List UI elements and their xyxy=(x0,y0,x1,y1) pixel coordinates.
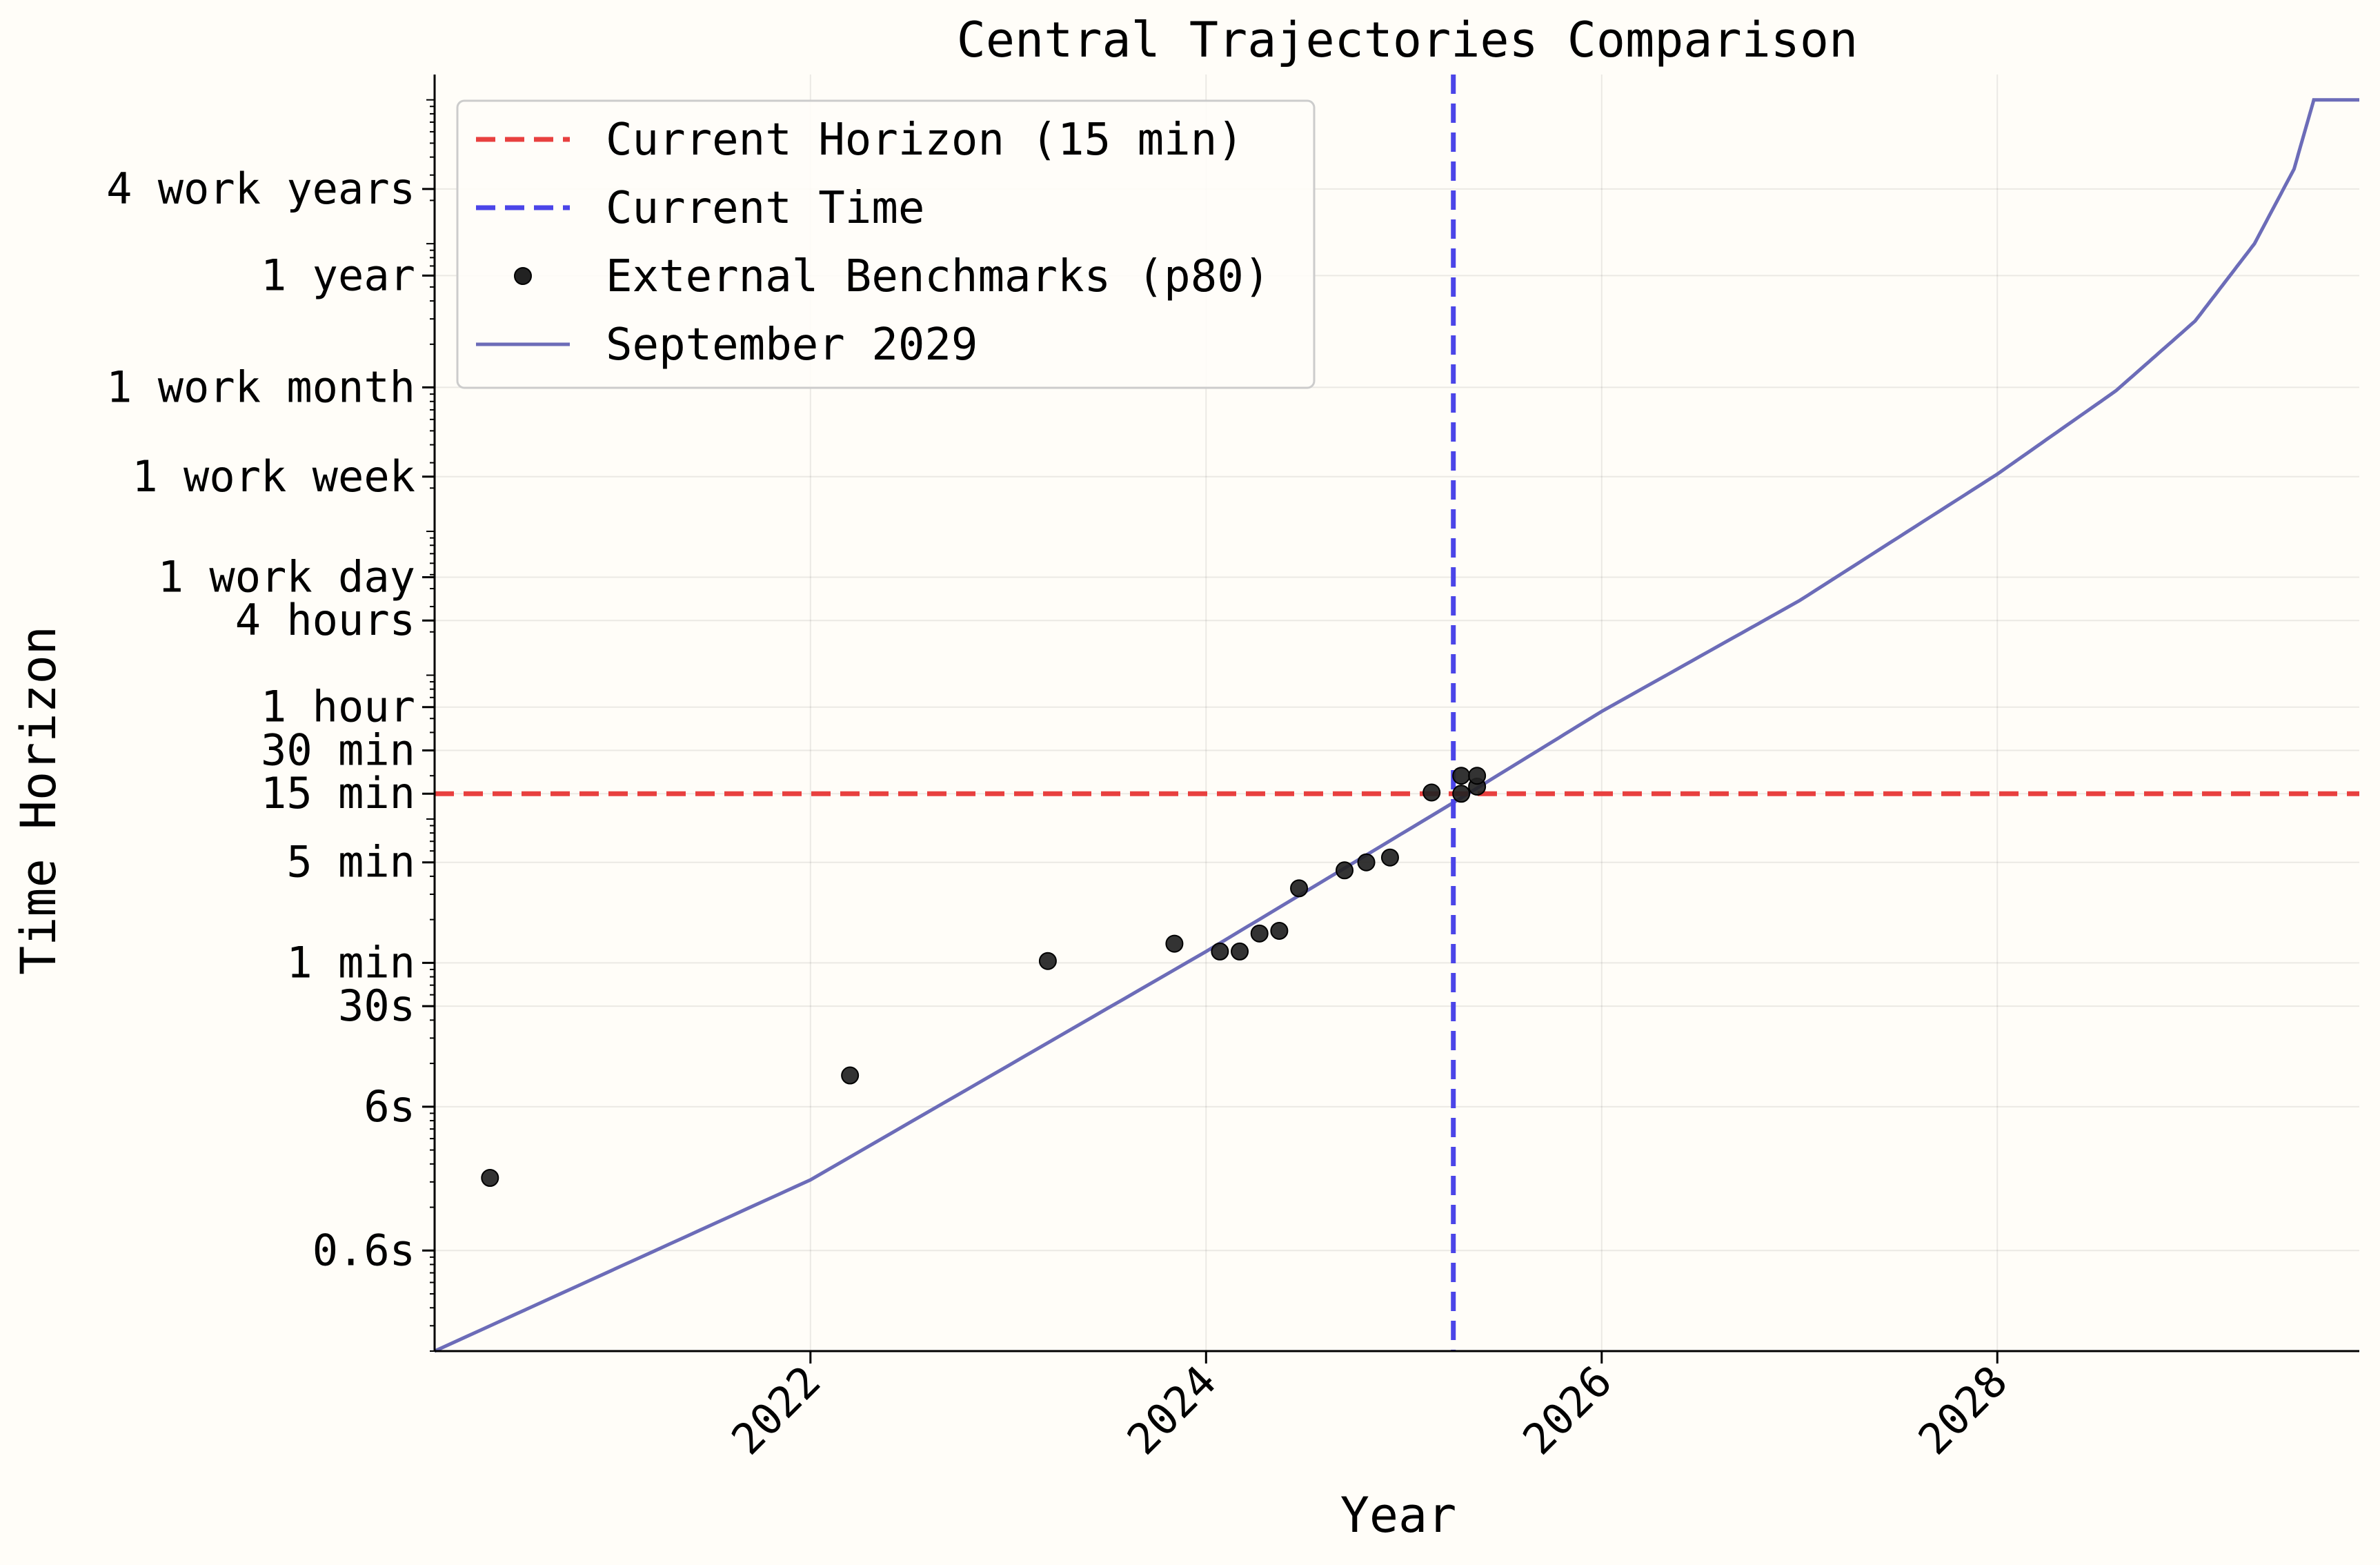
legend-box xyxy=(456,99,1316,389)
benchmark-point xyxy=(481,1169,499,1188)
y-tick-label: 1 work week xyxy=(132,451,415,502)
benchmark-point xyxy=(1422,783,1441,802)
y-tick-label: 1 year xyxy=(261,250,415,300)
legend-label: Current Time xyxy=(606,183,924,234)
legend-label: External Benchmarks (p80) xyxy=(606,251,1270,302)
y-tick-label: 1 work month xyxy=(106,362,415,412)
benchmark-point xyxy=(1165,934,1184,953)
y-tick-label: 1 hour xyxy=(261,682,415,732)
y-tick-label: 4 work years xyxy=(106,164,415,214)
y-tick-label: 5 min xyxy=(286,837,415,887)
legend-swatch-marker xyxy=(514,267,532,285)
benchmark-point xyxy=(1452,785,1471,803)
y-tick-label: 1 work day xyxy=(158,551,415,602)
trajectory-line-september-2029 xyxy=(433,98,2359,1353)
benchmark-point xyxy=(1211,942,1229,961)
y-tick-label: 4 hours xyxy=(235,595,415,645)
chart-title: Central Trajectories Comparison xyxy=(957,12,1858,68)
benchmark-point xyxy=(1336,861,1354,880)
benchmark-point xyxy=(1380,848,1399,867)
benchmark-point xyxy=(1231,942,1249,961)
benchmark-point xyxy=(1270,921,1289,940)
y-tick-label: 0.6s xyxy=(313,1225,415,1275)
grid xyxy=(435,75,2359,1351)
legend-label: Current Horizon (15 min) xyxy=(606,115,1244,166)
y-tick-label: 15 min xyxy=(261,768,415,818)
y-tick-label: 6s xyxy=(364,1081,415,1132)
benchmark-point xyxy=(1290,879,1309,898)
y-axis-label: Time Horizon xyxy=(10,626,67,975)
benchmark-point xyxy=(1357,853,1376,872)
x-axis-label: Year xyxy=(1340,1487,1457,1544)
legend-label: September 2029 xyxy=(606,319,978,371)
legend: Current Horizon (15 min) Current Time Exte… xyxy=(456,99,1316,389)
benchmark-point xyxy=(1452,767,1471,785)
benchmark-point xyxy=(1038,952,1057,970)
y-tick-label: 30 min xyxy=(261,725,415,775)
benchmark-point xyxy=(1250,924,1269,943)
y-tick-label: 1 min xyxy=(286,937,415,987)
benchmark-point xyxy=(1468,767,1487,785)
plot-area xyxy=(433,75,2359,1353)
y-tick-label: 30s xyxy=(338,981,415,1031)
benchmark-point xyxy=(841,1066,860,1085)
